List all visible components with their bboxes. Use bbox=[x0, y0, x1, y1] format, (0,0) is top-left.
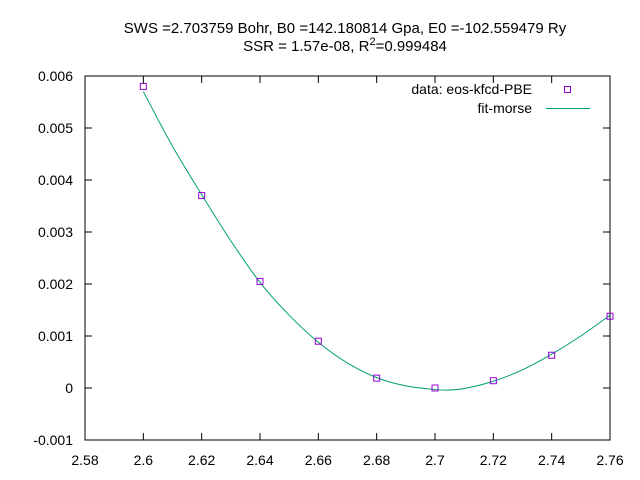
y-axis: -0.001 0 0.001 0.002 0.003 0.004 0.005 0.006 bbox=[33, 68, 610, 448]
x-tick-label: 2.66 bbox=[305, 452, 332, 468]
data-point bbox=[548, 351, 556, 359]
y-tick-label: -0.001 bbox=[33, 432, 73, 448]
data-point bbox=[373, 374, 381, 382]
data-point bbox=[256, 277, 264, 285]
x-axis: 2.58 2.6 2.62 2.64 2.66 2.68 2.7 2.72 2.74 2.76 bbox=[71, 76, 624, 468]
x-tick-label: 2.76 bbox=[596, 452, 623, 468]
chart-title-line2: SSR = 1.57e-08, R2=0.999484 bbox=[243, 36, 447, 55]
y-tick-label: 0.004 bbox=[38, 172, 73, 188]
y-tick-label: 0 bbox=[65, 380, 73, 396]
y-tick-label: 0.003 bbox=[38, 224, 73, 240]
legend-marker-data bbox=[564, 86, 571, 93]
x-tick-label: 2.62 bbox=[188, 452, 215, 468]
data-point bbox=[139, 82, 147, 90]
data-point bbox=[431, 384, 439, 392]
title-line2-prefix: SSR = 1.57e-08, R bbox=[243, 38, 369, 55]
data-point bbox=[606, 312, 614, 320]
x-tick-label: 2.74 bbox=[538, 452, 565, 468]
title-line2-sup: 2 bbox=[369, 36, 375, 48]
fit-morse-line bbox=[142, 91, 611, 391]
x-tick-label: 2.64 bbox=[246, 452, 273, 468]
data-point bbox=[489, 377, 497, 385]
data-point bbox=[198, 192, 206, 200]
legend: data: eos-kfcd-PBE fit-morse bbox=[411, 81, 590, 116]
y-tick-label: 0.006 bbox=[38, 68, 73, 84]
legend-label-data: data: eos-kfcd-PBE bbox=[411, 81, 532, 97]
x-tick-label: 2.6 bbox=[134, 452, 154, 468]
title-line2-suffix: =0.999484 bbox=[376, 38, 447, 55]
x-tick-label: 2.72 bbox=[480, 452, 507, 468]
chart-title-line1: SWS =2.703759 Bohr, B0 =142.180814 Gpa, … bbox=[124, 20, 567, 37]
plot-area-border bbox=[84, 75, 611, 441]
series-layer bbox=[139, 82, 614, 392]
y-tick-label: 0.005 bbox=[38, 120, 73, 136]
y-tick-label: 0.002 bbox=[38, 276, 73, 292]
y-tick-label: 0.001 bbox=[38, 328, 73, 344]
legend-label-fit: fit-morse bbox=[478, 100, 533, 116]
data-point bbox=[314, 337, 322, 345]
x-tick-label: 2.7 bbox=[425, 452, 445, 468]
x-tick-label: 2.58 bbox=[71, 452, 98, 468]
x-tick-label: 2.68 bbox=[363, 452, 390, 468]
